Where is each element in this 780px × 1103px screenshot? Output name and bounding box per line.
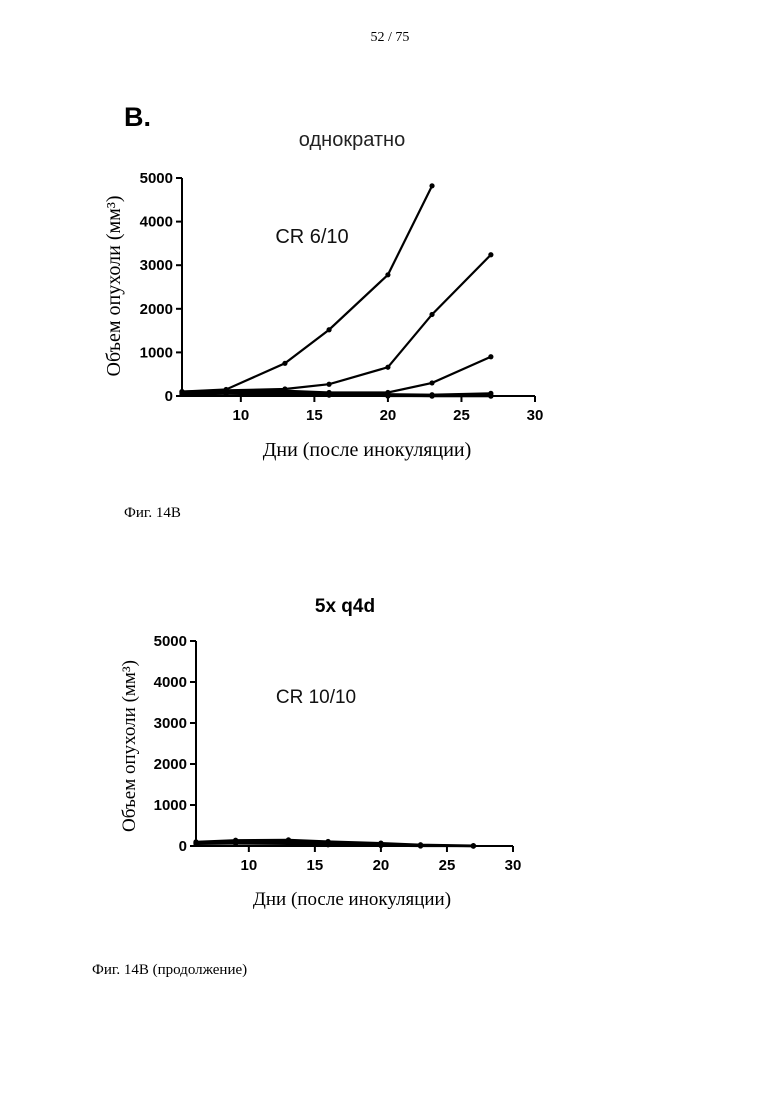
- y-axis-label: Объем опухоли (мм³): [103, 196, 125, 377]
- x-tick-label: 20: [380, 407, 397, 424]
- chart-5x-q4d: 5x q4d CR 10/10 Дни (после инокуляции) О…: [119, 596, 522, 910]
- series-line-3: [181, 355, 492, 394]
- data-point: [285, 841, 292, 847]
- x-axis-label: Дни (после инокуляции): [253, 889, 451, 910]
- x-tick-label: 10: [240, 857, 257, 874]
- y-tick-label: 2000: [140, 301, 173, 318]
- data-point: [385, 364, 391, 370]
- data-point: [429, 380, 435, 386]
- data-point: [417, 843, 424, 849]
- y-tick-label: 0: [165, 388, 173, 405]
- data-point: [385, 393, 391, 399]
- plot-area: 0 1000 2000 3000 4000 5000 10 15 20 25 30: [140, 170, 544, 424]
- data-point: [378, 842, 384, 849]
- y-tick-label: 4000: [140, 214, 173, 231]
- x-tick-label: 15: [306, 407, 323, 424]
- x-tick-label: 30: [527, 407, 544, 424]
- data-point: [326, 327, 332, 333]
- x-tick-label: 10: [232, 407, 249, 424]
- data-point: [385, 272, 391, 278]
- y-tick-label: 3000: [154, 715, 187, 732]
- y-tick-label: 5000: [154, 633, 187, 650]
- chart-title: однократно: [299, 129, 405, 151]
- data-point: [488, 252, 494, 258]
- data-point: [282, 360, 288, 366]
- data-point: [429, 183, 435, 189]
- data-point: [429, 311, 435, 318]
- page-number: 52 / 75: [370, 30, 410, 45]
- panel-letter: B.: [124, 102, 151, 132]
- data-point: [429, 393, 435, 399]
- chart-annotation: CR 6/10: [275, 226, 348, 248]
- data-point: [488, 354, 494, 360]
- data-point: [326, 392, 332, 398]
- y-tick-label: 2000: [154, 756, 187, 773]
- chart-annotation: CR 10/10: [276, 687, 356, 708]
- data-point: [470, 843, 476, 849]
- y-tick-label: 4000: [154, 674, 187, 691]
- plot-area: 0 1000 2000 3000 4000 5000 10 15 20 25 30: [154, 633, 522, 874]
- y-axis-label: Объем опухоли (мм³): [119, 660, 140, 832]
- data-point: [223, 391, 229, 397]
- figure-caption-continued: Фиг. 14В (продолжение): [92, 962, 248, 978]
- data-point: [233, 840, 239, 847]
- data-point: [179, 391, 185, 397]
- x-axis-label: Дни (после инокуляции): [263, 439, 472, 461]
- figure-caption: Фиг. 14В: [124, 505, 181, 521]
- data-point: [326, 381, 332, 387]
- chart-single-dose: однократно CR 6/10 Дни (после инокуляции…: [103, 129, 544, 461]
- data-point: [325, 842, 331, 848]
- y-tick-label: 1000: [140, 344, 173, 361]
- data-point: [193, 841, 199, 847]
- y-tick-label: 5000: [140, 170, 173, 187]
- y-tick-label: 0: [179, 838, 187, 855]
- x-tick-label: 25: [453, 407, 470, 424]
- y-tick-label: 1000: [154, 797, 187, 814]
- chart-title: 5x q4d: [315, 596, 375, 617]
- y-tick-label: 3000: [140, 257, 173, 274]
- x-tick-label: 25: [439, 857, 456, 874]
- data-point: [282, 391, 288, 397]
- x-tick-label: 15: [307, 857, 324, 874]
- data-point: [488, 393, 494, 399]
- x-tick-label: 30: [505, 857, 522, 874]
- x-tick-label: 20: [373, 857, 390, 874]
